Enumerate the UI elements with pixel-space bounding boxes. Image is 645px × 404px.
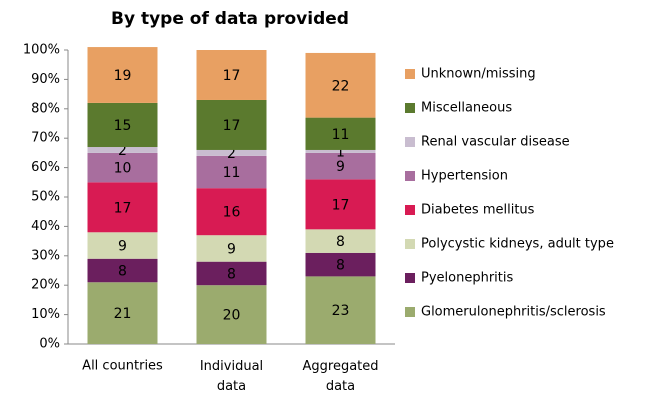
data-label: 20 bbox=[223, 308, 241, 324]
y-tick-label: 20% bbox=[31, 278, 60, 293]
bar-segment bbox=[87, 152, 158, 183]
bar-segment bbox=[196, 155, 267, 189]
legend-swatch bbox=[405, 137, 415, 147]
y-tick-label: 100% bbox=[23, 43, 60, 58]
data-label: 17 bbox=[332, 197, 350, 213]
y-tick-label: 30% bbox=[31, 248, 60, 263]
bar-segment bbox=[87, 258, 158, 283]
bar-segment bbox=[305, 117, 376, 150]
bar-segment bbox=[196, 188, 267, 236]
legend-label: Polycystic kidneys, adult type bbox=[421, 237, 614, 252]
data-label: 19 bbox=[114, 68, 132, 84]
legend-swatch bbox=[405, 103, 415, 113]
y-tick-label: 10% bbox=[31, 307, 60, 322]
bar-segment bbox=[87, 47, 158, 103]
bar-segment bbox=[196, 261, 267, 286]
y-tick-label: 90% bbox=[31, 72, 60, 87]
bar-segment bbox=[305, 252, 376, 277]
legend-swatch bbox=[405, 239, 415, 249]
legend-swatch bbox=[405, 69, 415, 79]
data-label: 8 bbox=[227, 266, 236, 282]
y-tick-label: 50% bbox=[31, 190, 60, 205]
data-label: 9 bbox=[336, 159, 345, 175]
bar-segment bbox=[305, 52, 376, 118]
data-label: 2 bbox=[118, 143, 127, 159]
data-label: 23 bbox=[332, 303, 350, 319]
data-label: 2 bbox=[227, 146, 236, 162]
bar-segment bbox=[305, 179, 376, 230]
bar-segment bbox=[305, 149, 376, 153]
data-label: 17 bbox=[223, 68, 241, 84]
legend-label: Miscellaneous bbox=[421, 101, 512, 116]
data-label: 9 bbox=[227, 241, 236, 257]
data-label: 15 bbox=[114, 118, 132, 134]
legend-label: Glomerulonephritis/sclerosis bbox=[421, 305, 606, 320]
bar-segment bbox=[87, 102, 158, 148]
bar-segment bbox=[305, 229, 376, 253]
data-label: 17 bbox=[114, 200, 132, 216]
data-label: 22 bbox=[332, 78, 350, 94]
data-label: 10 bbox=[114, 161, 132, 177]
data-label: 8 bbox=[336, 234, 345, 250]
bar-segment bbox=[87, 232, 158, 259]
x-tick-label: Aggregated data bbox=[302, 359, 378, 394]
data-label: 21 bbox=[114, 306, 132, 322]
legend-swatch bbox=[405, 205, 415, 215]
bar-segment bbox=[305, 152, 376, 180]
bar-segment bbox=[87, 147, 158, 153]
data-label: 9 bbox=[118, 239, 127, 255]
data-label: 11 bbox=[332, 127, 350, 143]
data-label: 16 bbox=[223, 205, 241, 221]
chart-title: By type of data provided bbox=[111, 9, 349, 29]
data-label: 17 bbox=[223, 118, 241, 134]
legend-label: Renal vascular disease bbox=[421, 135, 570, 150]
legend-label: Unknown/missing bbox=[421, 67, 536, 82]
bar-segment bbox=[305, 276, 376, 344]
x-tick-label: Individual data bbox=[200, 359, 263, 394]
data-label: 8 bbox=[336, 258, 345, 274]
legend-label: Diabetes mellitus bbox=[421, 203, 535, 218]
bar-segment bbox=[196, 149, 267, 156]
legend-label: Hypertension bbox=[421, 169, 508, 184]
data-label: 8 bbox=[118, 264, 127, 280]
y-tick-label: 70% bbox=[31, 131, 60, 146]
bar-segment bbox=[196, 285, 267, 344]
legend-swatch bbox=[405, 273, 415, 283]
bar-segment bbox=[196, 50, 267, 100]
legend-swatch bbox=[405, 171, 415, 181]
x-tick-label: All countries bbox=[82, 359, 163, 374]
bar-segment bbox=[196, 235, 267, 262]
legend-swatch bbox=[405, 307, 415, 317]
bar-segment bbox=[87, 182, 158, 233]
data-label: 11 bbox=[223, 165, 241, 181]
y-tick-label: 40% bbox=[31, 219, 60, 234]
data-label: 1 bbox=[336, 144, 345, 160]
legend-label: Pyelonephritis bbox=[421, 271, 513, 286]
bar-segment bbox=[196, 99, 267, 150]
y-tick-label: 80% bbox=[31, 101, 60, 116]
y-tick-label: 0% bbox=[39, 337, 60, 352]
y-tick-label: 60% bbox=[31, 160, 60, 175]
bar-segment bbox=[87, 282, 158, 344]
